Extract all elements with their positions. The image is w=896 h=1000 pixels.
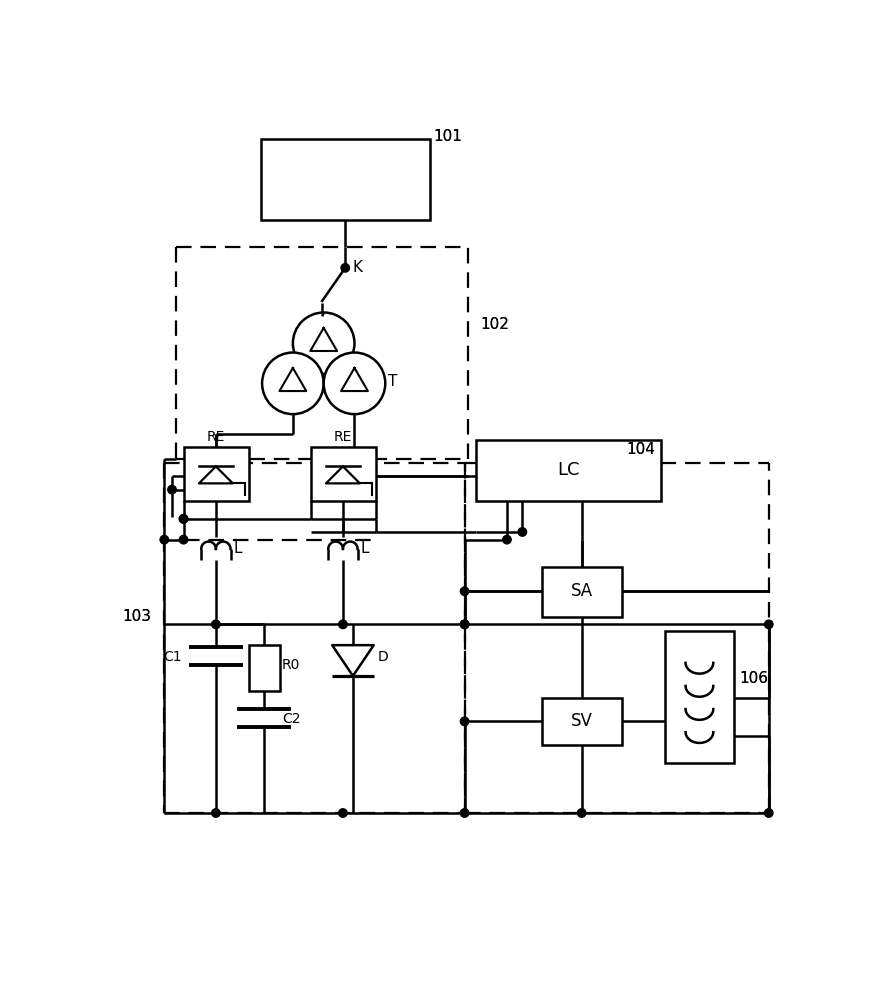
Circle shape: [339, 809, 347, 817]
Circle shape: [168, 485, 177, 494]
Text: 106: 106: [739, 671, 769, 686]
Text: D: D: [377, 650, 388, 664]
Text: RE: RE: [333, 430, 352, 444]
Circle shape: [160, 535, 168, 544]
Circle shape: [577, 809, 586, 817]
Circle shape: [262, 353, 323, 414]
Text: LC: LC: [557, 461, 580, 479]
Circle shape: [179, 515, 188, 523]
Text: SV: SV: [571, 712, 592, 730]
Text: T: T: [388, 374, 397, 389]
Text: 101: 101: [434, 129, 462, 144]
Polygon shape: [332, 645, 374, 676]
Circle shape: [461, 620, 469, 629]
Circle shape: [461, 717, 469, 726]
Bar: [249, 645, 280, 691]
Circle shape: [179, 535, 188, 544]
Bar: [311, 447, 376, 501]
Circle shape: [211, 620, 220, 629]
Circle shape: [339, 620, 347, 629]
Text: 103: 103: [122, 609, 151, 624]
Circle shape: [518, 528, 527, 536]
Bar: [261, 139, 430, 220]
Circle shape: [293, 313, 355, 374]
Text: 104: 104: [626, 442, 655, 457]
Text: 102: 102: [480, 317, 509, 332]
Text: 104: 104: [626, 442, 655, 457]
Text: C1: C1: [163, 650, 182, 664]
Text: 103: 103: [122, 609, 151, 624]
Text: 102: 102: [480, 317, 509, 332]
Text: R0: R0: [282, 658, 300, 672]
Text: SA: SA: [571, 582, 592, 600]
Text: RE: RE: [207, 430, 225, 444]
Circle shape: [461, 809, 469, 817]
Polygon shape: [199, 466, 233, 483]
Text: 101: 101: [434, 129, 462, 144]
Circle shape: [461, 620, 469, 629]
Circle shape: [323, 353, 385, 414]
Circle shape: [764, 809, 773, 817]
Text: K: K: [353, 260, 363, 275]
Circle shape: [341, 264, 349, 272]
Bar: [476, 440, 661, 501]
Circle shape: [764, 620, 773, 629]
Text: C2: C2: [282, 712, 300, 726]
Bar: [541, 567, 623, 617]
Text: L: L: [234, 541, 242, 556]
Polygon shape: [326, 466, 360, 483]
Circle shape: [179, 515, 188, 523]
Text: 106: 106: [739, 671, 769, 686]
Circle shape: [461, 587, 469, 595]
Text: L: L: [360, 541, 369, 556]
Bar: [541, 698, 623, 745]
Bar: [184, 447, 249, 501]
Circle shape: [503, 535, 512, 544]
Circle shape: [211, 809, 220, 817]
Bar: [665, 631, 734, 763]
